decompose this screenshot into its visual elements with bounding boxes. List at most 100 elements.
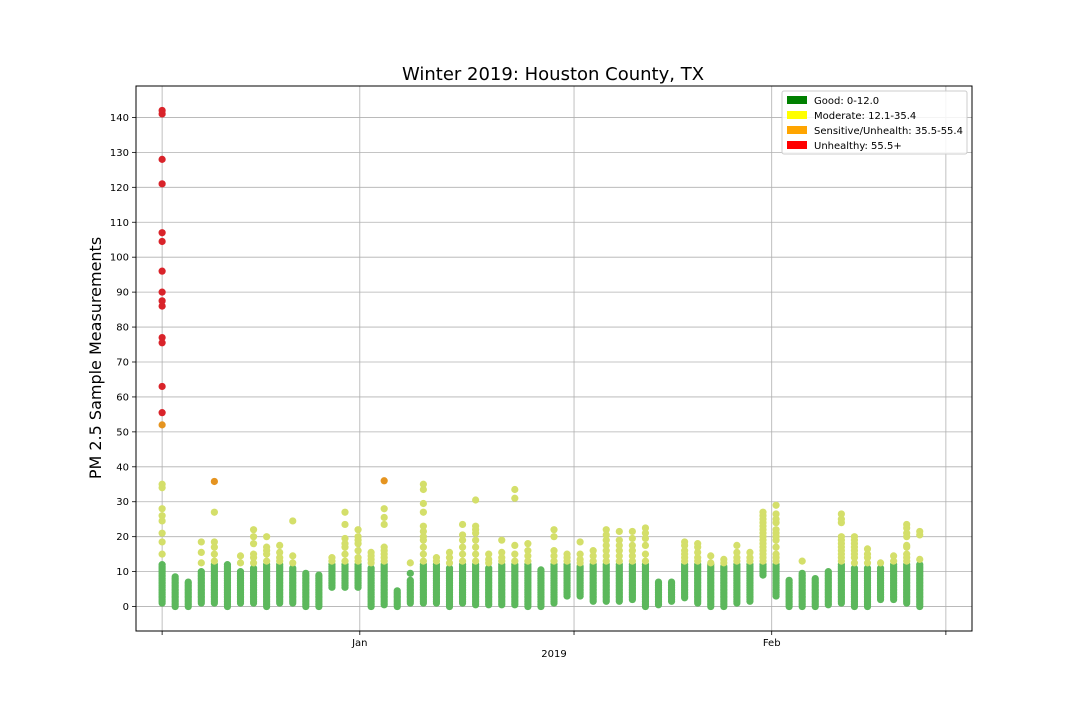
data-point [236,552,245,560]
data-point [158,529,166,537]
data-point [511,550,519,558]
y-tick-label: 60 [116,392,129,403]
data-point [158,297,166,305]
data-point [824,568,832,576]
x-axis-ticks: Jan Feb [161,631,947,649]
data-point [524,540,532,548]
data-point [890,557,898,565]
data-point [341,520,349,529]
data-point [837,510,845,518]
data-point [850,564,859,572]
data-point [341,508,349,516]
data-point [746,548,754,556]
data-point [432,554,441,562]
data-point [720,555,728,563]
data-point [628,527,636,536]
data-point [249,533,258,541]
data-point [406,576,414,584]
data-point [445,564,454,572]
data-point [589,557,597,565]
data-point [341,540,349,548]
data-point [628,534,636,543]
data-point [576,555,584,563]
data-point [289,559,297,567]
data-point [458,543,467,551]
data-point [837,533,845,541]
data-point [419,485,427,494]
data-point [263,543,271,551]
legend-swatch [787,111,807,119]
data-point [524,552,532,560]
data-point [158,505,166,513]
data-point [850,533,859,541]
data-point [511,494,519,502]
data-point [511,557,519,565]
y-axis-label: PM 2.5 Sample Measurements [86,237,105,479]
data-point [380,543,388,551]
data-point [550,557,558,565]
data-point [602,547,610,555]
legend-swatch [787,96,807,104]
data-point [419,533,427,541]
data-point [249,559,258,567]
data-point [158,512,166,520]
data-point [863,550,872,558]
data-point [263,557,271,565]
data-point [863,559,872,567]
data-point [759,508,767,516]
data-point [445,548,454,556]
chart-title: Winter 2019: Houston County, TX [402,64,704,85]
data-point [772,515,780,523]
data-point [707,552,715,560]
data-point [158,237,166,246]
data-point [733,554,741,562]
data-point [733,541,741,550]
data-point [341,534,349,543]
data-point [903,520,911,529]
data-point [210,508,218,516]
data-point [537,566,545,574]
data-point [380,505,388,513]
data-point [380,520,388,529]
data-point [602,536,610,544]
legend-label: Sensitive/Unhealth: 35.5-55.4 [814,126,963,137]
data-point [419,508,427,516]
legend-label: Good: 0-12.0 [814,96,879,107]
data-point [903,550,911,558]
data-point [563,550,571,558]
data-point [772,510,780,518]
data-point [641,529,650,537]
data-point [811,574,819,583]
data-point [681,538,689,546]
data-point [667,578,676,586]
data-point [445,554,454,562]
data-point [485,550,493,558]
y-axis-ticks: 0 10 20 30 40 50 60 70 80 90 100 110 120 130 140 [110,113,136,613]
data-point [419,550,427,558]
data-point [772,543,780,551]
data-point [249,540,258,548]
data-point [419,499,427,508]
data-point [863,564,872,572]
data-point [576,538,584,546]
data-point [615,552,623,560]
data-point [903,529,911,537]
data-point [158,480,166,488]
data-point [249,550,258,558]
data-point [158,550,166,558]
data-point [158,538,166,546]
data-point [485,564,493,572]
data-point [419,522,427,530]
data-point [158,421,166,429]
data-point [707,559,715,567]
data-point [876,564,885,572]
data-point [158,339,166,347]
data-point [615,527,623,536]
data-point [798,557,806,565]
y-tick-label: 40 [116,462,129,473]
data-point [197,559,205,567]
y-tick-label: 110 [110,218,129,229]
data-point [694,540,702,548]
data-point [354,526,362,534]
